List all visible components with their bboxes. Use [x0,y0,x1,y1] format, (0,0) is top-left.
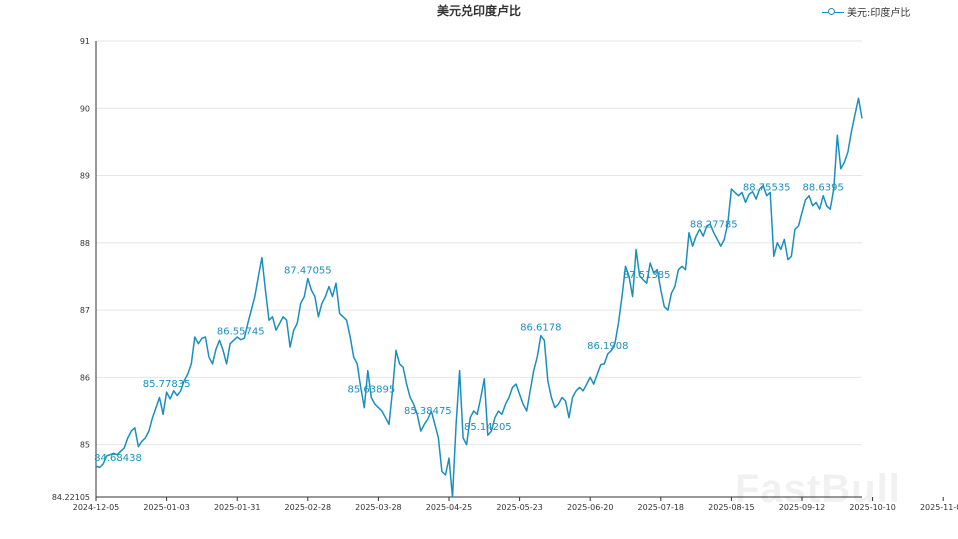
data-label: 86.1908 [587,341,628,352]
data-label: 88.6395 [802,183,843,194]
data-label: 85.77835 [143,379,191,390]
y-tick-label: 87 [80,306,90,315]
y-tick-label: 84.22105 [52,493,90,502]
data-label: 86.6178 [520,323,561,334]
x-tick-label: 2025-08-15 [708,503,755,512]
y-tick-label: 91 [80,37,90,46]
y-tick-label: 85 [80,441,90,450]
data-label: 87.47055 [284,265,332,276]
legend[interactable]: 美元:印度卢比 [822,4,910,19]
data-label: 85.63895 [347,385,395,396]
watermark: FastBull [735,467,901,511]
x-tick-label: 2025-04-25 [426,503,473,512]
y-tick-label: 88 [80,239,90,248]
data-label: 85.38475 [404,406,452,417]
x-tick-label: 2025-07-18 [638,503,685,512]
series-line [95,97,863,498]
x-tick-label: 2025-01-31 [214,503,261,512]
y-tick-label: 89 [80,172,90,181]
x-tick-label: 2025-10-10 [849,503,896,512]
data-label: 85.14205 [464,422,512,433]
data-label: 88.27785 [690,220,738,231]
x-tick-label: 2025-06-20 [567,503,614,512]
legend-line-icon [822,7,844,17]
x-tick-label: 2024-12-05 [73,503,120,512]
y-tick-label: 90 [80,104,90,113]
x-tick-label: 2025-03-28 [355,503,402,512]
x-tick-label: 2025-09-12 [779,503,826,512]
data-label: 84.68438 [94,453,142,464]
legend-label: 美元:印度卢比 [847,8,911,19]
data-label: 88.75535 [743,183,791,194]
x-tick-label: 2025-11-07 [920,503,958,512]
data-label: 87.51385 [623,270,671,281]
x-tick-label: 2025-05-23 [496,503,543,512]
y-tick-label: 86 [80,373,90,382]
x-tick-label: 2025-01-03 [143,503,190,512]
chart-title: 美元兑印度卢比 [436,4,521,18]
data-label: 86.55745 [217,327,265,338]
x-tick-label: 2025-02-28 [285,503,332,512]
